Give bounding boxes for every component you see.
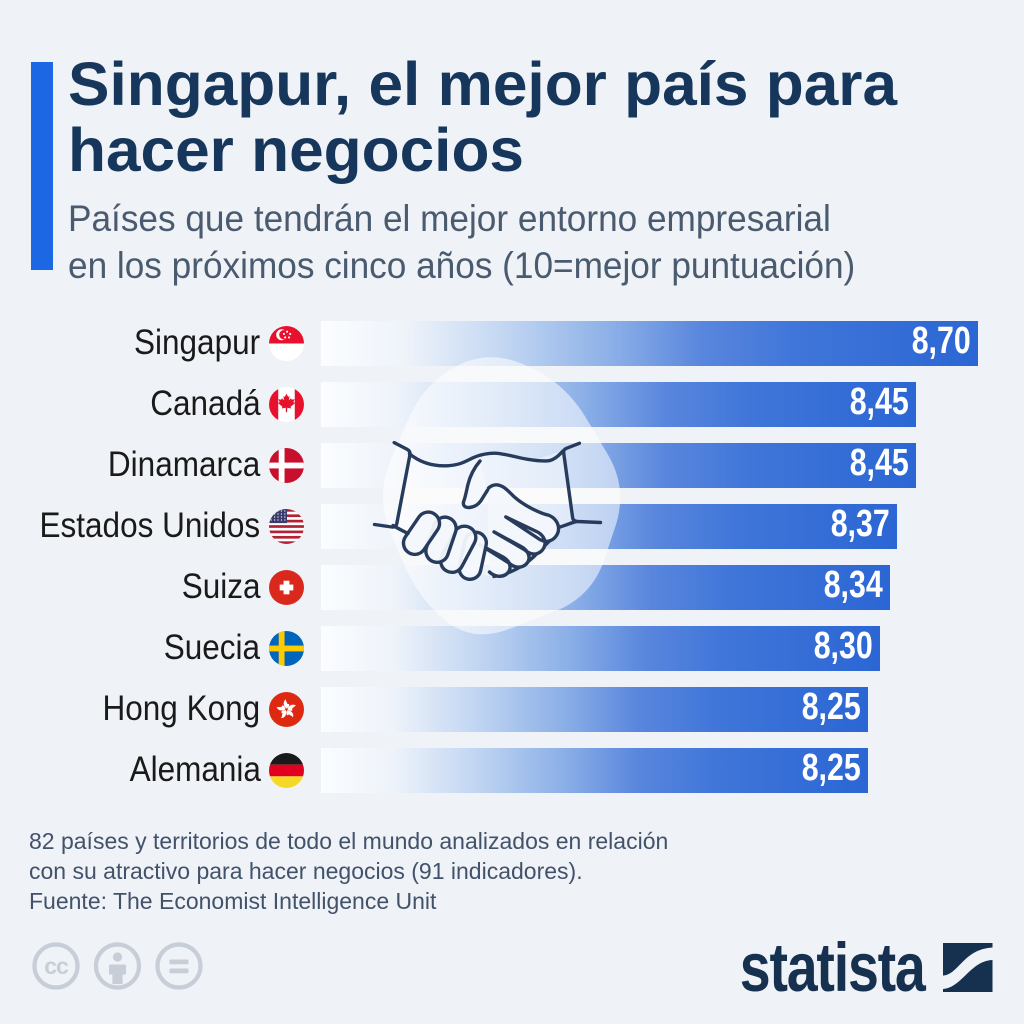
svg-text:cc: cc	[44, 953, 69, 979]
